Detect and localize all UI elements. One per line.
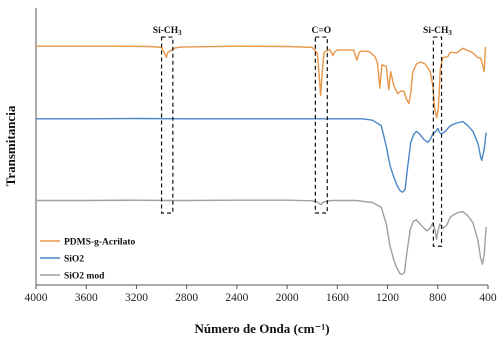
x-tick-label: 1200 [376,292,399,304]
legend-label: SiO2 [64,255,84,265]
annotation-label: Si-CH3 [153,26,182,37]
legend-label: SiO2 mod [64,272,105,282]
series-line-0 [36,45,487,119]
x-tick-label: 2000 [276,292,299,304]
x-tick-label: 800 [429,292,447,304]
annotation-box [314,36,328,214]
legend-label: PDMS-g-Acrilato [64,238,135,248]
x-axis-title: Número de Onda (cm⁻¹) [194,321,329,336]
x-tick-label: 3200 [125,292,148,304]
annotation-layer: Si-CH3 C=O Si-CH3 [153,26,452,247]
annotation-label: Si-CH3 [423,26,452,37]
x-tick-label: 4000 [25,292,48,304]
annotation-label: C=O [311,26,331,36]
x-ticks: 4000 3600 3200 2800 2400 2000 1600 1200 800 400 [25,285,497,304]
annotation-box [160,36,174,214]
x-tick-label: 3600 [75,292,98,304]
x-tick-label: 400 [479,292,497,304]
series-line-2 [36,199,487,276]
annotation-box [432,36,443,247]
y-axis-title: Transmitancia [3,105,18,186]
x-tick-label: 2800 [175,292,198,304]
legend: PDMS-g-Acrilato SiO2 SiO2 mod [40,238,135,282]
x-tick-label: 1600 [326,292,349,304]
x-tick-label: 2400 [225,292,248,304]
series-layer [36,45,487,276]
plot-area [36,8,488,285]
series-line-1 [36,117,487,193]
